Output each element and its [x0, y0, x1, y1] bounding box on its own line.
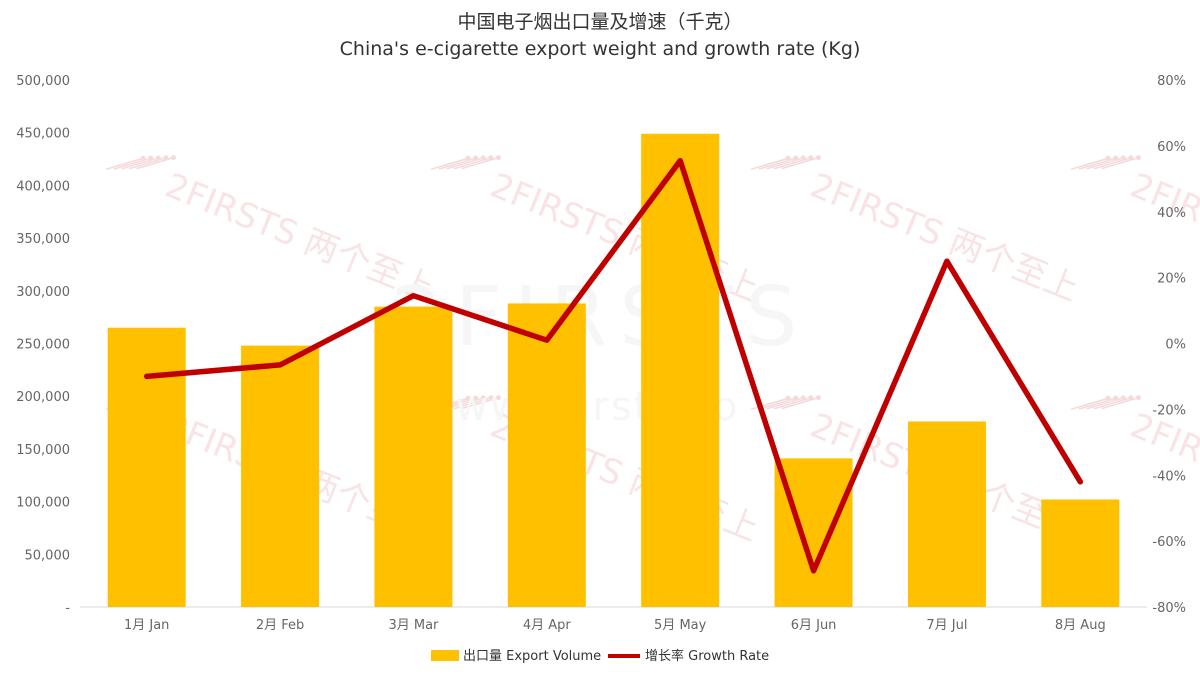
right-tick-label: 20%: [1157, 272, 1186, 287]
legend-label-export-volume: 出口量 Export Volume: [463, 649, 601, 664]
left-tick-label: 100,000: [16, 496, 70, 511]
bar: [641, 133, 720, 607]
bar: [241, 345, 320, 607]
left-tick-label: 200,000: [16, 390, 70, 405]
legend-swatch-export-volume: [431, 650, 459, 661]
bar: [507, 303, 586, 607]
left-tick-label: 400,000: [16, 179, 70, 194]
growth-line-series: [143, 157, 1084, 574]
bar: [107, 327, 186, 607]
left-tick-label: 300,000: [16, 285, 70, 300]
left-axis: - 50,000 100,000 150,000 200,000 250,000 300,0…: [16, 74, 70, 616]
left-tick-label: 350,000: [16, 232, 70, 247]
chart-title: 中国电子烟出口量及增速（千克）: [457, 11, 742, 33]
right-tick-label: 0%: [1165, 338, 1186, 353]
svg-text:2FIRSTS 两个至上: 2FIRSTS 两个至上: [805, 166, 1085, 310]
right-tick-label: -60%: [1152, 535, 1186, 550]
x-tick-label: 4月 Apr: [523, 618, 572, 633]
svg-text:2FIRSTS 两个至上: 2FIRSTS 两个至上: [1125, 166, 1200, 310]
x-tick-label: 1月 Jan: [124, 618, 169, 633]
right-tick-label: -20%: [1152, 403, 1186, 418]
x-tick-label: 8月 Aug: [1055, 618, 1106, 633]
x-axis: 1月 Jan 2月 Feb 3月 Mar 4月 Apr 5月 May 6月 Jun 7月 J…: [124, 618, 1106, 633]
right-tick-label: -80%: [1152, 601, 1186, 616]
x-tick-label: 6月 Jun: [791, 618, 837, 633]
right-tick-label: 80%: [1157, 74, 1186, 89]
right-tick-label: 60%: [1157, 140, 1186, 155]
bar: [1041, 499, 1120, 607]
left-tick-label: 500,000: [16, 74, 70, 89]
left-tick-label: 150,000: [16, 443, 70, 458]
left-tick-label: 50,000: [25, 548, 71, 563]
right-axis: -80% -60% -40% -20% 0% 20% 40% 60% 80%: [1152, 74, 1186, 616]
x-tick-label: 5月 May: [654, 618, 707, 633]
watermark-center: 2FIRSTSwww.2firsts.co: [391, 270, 810, 430]
right-tick-label: -40%: [1152, 469, 1186, 484]
svg-text:2FIRSTS: 2FIRSTS: [391, 270, 810, 365]
left-tick-label: -: [65, 601, 70, 616]
left-tick-label: 250,000: [16, 338, 70, 353]
bar-series: [107, 133, 1120, 607]
bar: [907, 421, 986, 607]
chart-subtitle: China's e-cigarette export weight and gr…: [340, 38, 861, 60]
x-tick-label: 3月 Mar: [388, 618, 439, 633]
legend: 出口量 Export Volume 增长率 Growth Rate: [431, 648, 769, 664]
x-tick-label: 7月 Jul: [926, 618, 967, 633]
left-tick-label: 450,000: [16, 127, 70, 142]
right-tick-label: 40%: [1157, 206, 1186, 221]
bar: [374, 306, 453, 607]
growth-line: [143, 157, 1084, 574]
x-tick-label: 2月 Feb: [256, 618, 304, 633]
legend-label-growth-rate: 增长率 Growth Rate: [645, 648, 769, 664]
